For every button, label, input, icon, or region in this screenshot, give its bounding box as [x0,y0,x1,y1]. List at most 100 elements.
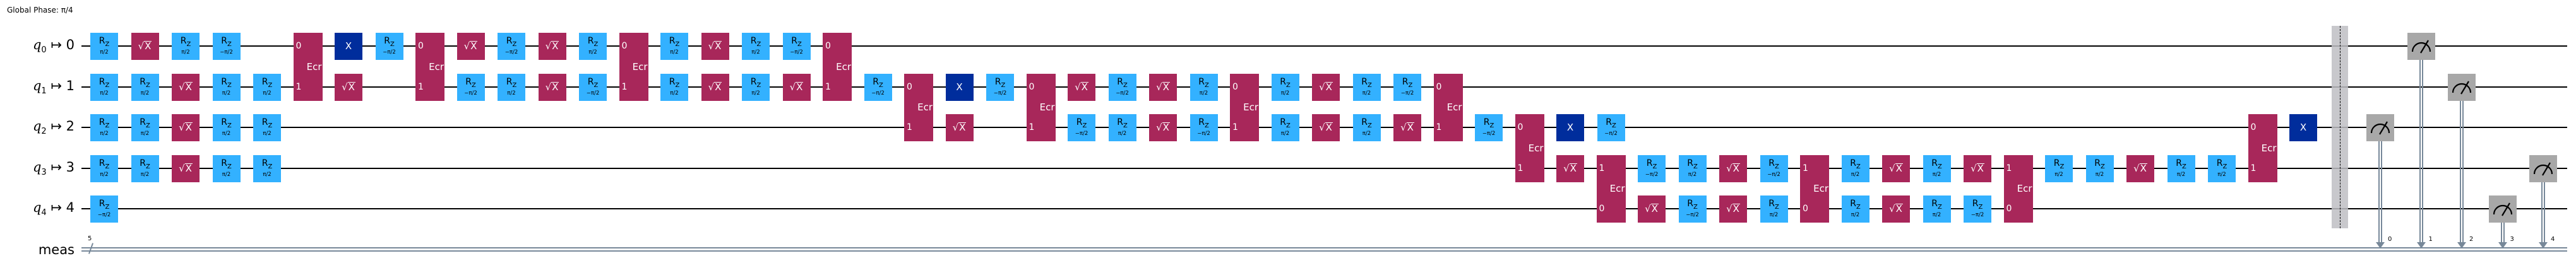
gate-name: √X [179,81,193,93]
gate-name-subscript: Z [145,122,150,129]
gate-name: X [1566,122,1574,133]
sqrt-icon: √ [1319,122,1325,133]
gate-parameter: π/2 [751,49,760,56]
sx-gate: √X [172,73,200,101]
ecr-gate: 0 1 Ecr [1596,155,1626,223]
ecr-port-label: 0 [295,41,302,51]
gate-parameter: π/2 [100,131,109,137]
sqrt-icon: √ [1971,163,1977,174]
gate-name: RZ [873,76,883,89]
gate-name: RZ [140,76,150,89]
sqrt-icon: √ [708,40,715,52]
gate-name-subscript: Z [1978,203,1983,211]
ecr-gate: 0 1 Ecr [619,32,648,101]
gate-parameter: −π/2 [97,212,111,219]
gate-name-radicand: X [796,81,804,93]
gate-parameter: −π/2 [1767,172,1780,178]
gate-name-subscript: Z [227,81,232,89]
ecr-port-label: 0 [1029,82,1035,92]
classical-wire [81,247,2567,248]
sx-gate: √X [701,73,729,101]
gate-name: RZ [1198,76,1209,89]
ecr-gate-name: Ecr [2017,183,2032,194]
measure-classical-line [2378,141,2382,243]
gate-name-subscript: Z [756,81,761,89]
sx-gate: √X [1638,195,1666,223]
classical-bit-label: 0 [2388,236,2392,243]
ecr-gate-name: Ecr [1813,183,1828,194]
gate-name-subscript: Z [1693,203,1698,211]
gate-name-subscript: Z [1937,203,1942,211]
gate-parameter: −π/2 [993,90,1007,97]
ecr-port-label: 1 [825,82,831,92]
gate-parameter: π/2 [2217,172,2226,178]
gate-name-subscript: Z [756,40,761,48]
classical-bit-label: 3 [2510,236,2514,243]
gate-name-subscript: Z [105,40,110,48]
rz-gate: RZ −π/2 [1475,114,1503,141]
gate-name-subscript: Z [186,40,191,48]
gate-name: RZ [98,76,110,89]
gate-name: √X [179,163,193,174]
ecr-gate-name: Ecr [1528,142,1544,154]
gate-name: √X [546,81,559,93]
gate-parameter: π/2 [263,90,271,97]
gate-parameter: π/2 [1769,212,1779,219]
rz-gate: RZ π/2 [1841,155,1869,182]
qubit-name: q [32,78,42,93]
rz-gate: RZ −π/2 [212,32,241,60]
gate-name-radicand: X [1406,122,1414,133]
gate-name: RZ [98,198,110,211]
qubit-index: 4 [41,208,47,218]
rz-gate: RZ −π/2 [375,32,403,60]
classical-bit-label: 2 [2469,236,2474,243]
gate-name-subscript: Z [1937,163,1942,170]
gate-name: RZ [221,35,232,48]
sx-gate: √X [1882,155,1910,182]
rz-gate: RZ π/2 [2208,155,2236,182]
gate-name-subscript: Z [1774,163,1779,170]
rz-gate: RZ π/2 [131,155,159,182]
gate-parameter: π/2 [670,49,679,56]
gate-name: X [956,81,963,93]
gate-name: RZ [587,35,599,48]
ecr-gate: 0 1 Ecr [904,73,933,141]
ecr-port-label: 0 [825,41,831,51]
ecr-gate: 0 1 Ecr [1433,73,1463,141]
rz-gate: RZ −π/2 [1068,114,1095,141]
gate-parameter: −π/2 [1400,90,1414,97]
sx-gate: √X [172,114,200,141]
ecr-gate: 0 1 Ecr [1800,155,1829,223]
qubit-mapping: ↦ 3 [46,159,75,175]
sx-gate: √X [701,32,729,60]
rz-gate: RZ π/2 [660,73,688,101]
qubit-wire [81,45,2567,47]
gate-name-radicand: X [1325,81,1333,93]
gate-parameter: −π/2 [1482,131,1496,137]
gate-name: √X [464,40,478,52]
rz-gate: RZ π/2 [742,32,770,60]
qubit-label: q0 ↦ 0 [33,37,75,55]
gate-name-radicand: X [1080,81,1088,93]
qubit-index: 0 [41,45,47,55]
gate-name-subscript: Z [1652,163,1657,170]
ecr-port-label: 0 [2250,122,2257,132]
rz-gate: RZ π/2 [579,32,607,60]
gate-name: RZ [1280,117,1291,129]
gate-name: √X [2133,163,2147,174]
gate-name: RZ [221,158,232,170]
qubit-mapping: ↦ 0 [46,37,75,52]
sx-gate: √X [1149,73,1177,101]
gate-name: RZ [1402,76,1413,89]
gate-name: RZ [1606,117,1616,129]
gate-name: RZ [669,76,680,89]
qubit-mapping: ↦ 1 [46,78,75,93]
ecr-gate: 0 1 Ecr [415,32,444,101]
gate-name: RZ [180,35,191,48]
measure-classical-line [2419,59,2423,243]
sqrt-icon: √ [1156,81,1162,93]
gate-parameter: π/2 [751,90,760,97]
gate-parameter: π/2 [507,90,516,97]
rz-gate: RZ π/2 [253,73,281,101]
gate-name-subscript: Z [227,163,232,170]
